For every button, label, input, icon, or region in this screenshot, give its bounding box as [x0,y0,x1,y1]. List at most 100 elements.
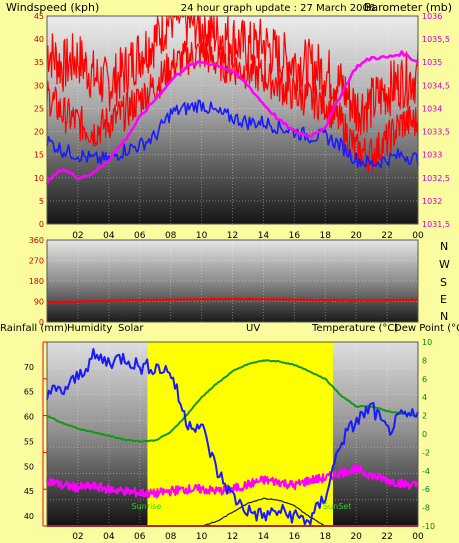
y-tick-label: 1033,5 [422,128,450,137]
x-tick-label: 16 [289,231,301,241]
y-tick-label: 50 [24,462,34,471]
y-tick-label: 1031,5 [422,220,450,229]
sunset-label: SunSet [323,502,351,511]
series-average-windspeed [46,99,419,169]
plot-frame [46,15,419,225]
y-tick-label: 6 [422,375,427,384]
y-tick-label: 45 [24,487,34,496]
y-tick-label: 60 [24,413,34,422]
y-tick-label: 0 [39,220,44,229]
y-tick-label: 90 [34,298,44,307]
compass-label-w: W [439,258,450,271]
compass-label-e: E [440,293,447,306]
series-wind-gust [46,15,419,136]
y-tick-label: 2 [422,412,427,421]
x-tick-label: 02 [72,231,83,241]
plot-frame [46,341,419,527]
sunrise-label: Sunrise [131,502,161,511]
x-tick-label: 20 [350,532,362,542]
rainfall-title: Rainfall (mm) [0,323,68,334]
x-tick-label: 04 [103,532,115,542]
y-tick-label: 1034 [422,104,442,113]
x-tick-label: 08 [165,231,177,241]
x-tick-label: 14 [258,231,270,241]
y-tick-label: 1033 [422,151,442,160]
x-tick-label: 00 [412,532,424,542]
x-tick-label: 16 [289,532,301,542]
humidity-title: Humidity [67,323,112,334]
x-tick-label: 04 [103,231,115,241]
plot-background [47,240,418,322]
x-tick-label: 06 [134,231,146,241]
y-tick-label: 15 [34,151,44,160]
y-tick-label: 360 [29,236,44,245]
y-tick-label: 0 [422,430,427,439]
x-tick-label: 18 [320,532,332,542]
y-tick-label: 45 [34,12,44,21]
y-axis-ticks-left: 40 45 50 55 60 65 70 [24,363,34,521]
uv-title: UV [246,323,260,334]
rainfall-axis-ticks [42,341,47,527]
compass-label-n: N [440,240,448,253]
y-tick-label: 35 [34,58,44,67]
y-tick-label: 1035,5 [422,35,450,44]
x-tick-label: 22 [381,532,392,542]
y-tick-label: 180 [29,277,44,286]
y-tick-label: 1036 [422,12,442,21]
y-tick-label: 8 [422,356,427,365]
x-tick-label: 10 [196,532,208,542]
y-tick-label: 1035 [422,58,442,67]
dewpoint-title: Dew Point (°C) [394,323,459,334]
plot-frame [46,239,419,323]
y-axis-ticks-right: 1031,5 1032 1032,5 1033 1033,5 1034 1034,5 1035… [422,12,450,229]
series-wind-direction [46,297,419,304]
y-tick-label: 0 [39,318,44,327]
y-tick-label: 25 [34,104,44,113]
y-tick-label: 10 [34,174,44,183]
y-tick-label: 70 [24,363,34,372]
y-tick-label: -8 [422,504,430,513]
x-tick-label: 10 [196,231,208,241]
windspeed-title: Windspeed (kph) [6,1,99,14]
y-axis-ticks-left: 0 5 10 15 20 25 30 35 40 45 [34,12,44,229]
temperature-title: Temperature (°C) [311,323,398,334]
x-tick-label: 08 [165,532,177,542]
y-tick-label: 20 [34,128,44,137]
x-tick-label: 00 [412,231,424,241]
y-tick-label: 30 [34,81,44,90]
wind-barometer-chart: 0510152025303540451031,510321032,5103310… [34,12,450,241]
wind-direction-chart: 0 90 180 270 360 [29,236,419,327]
x-tick-label: 06 [134,532,146,542]
y-tick-label: -2 [422,448,430,457]
y-tick-label: -10 [422,522,435,531]
series-temperature [46,359,419,443]
y-axis-ticks-right: -10 -8 -6 -4 -2 0 2 4 6 8 10 [422,338,435,531]
y-tick-label: 40 [34,35,44,44]
barometer-title: Barometer (mb) [364,1,452,14]
y-tick-label: 1034,5 [422,81,450,90]
y-tick-label: -4 [422,467,430,476]
y-tick-label: 10 [422,338,432,347]
y-tick-label: -6 [422,485,430,494]
y-tick-label: 270 [29,257,44,266]
compass-label-s: S [440,276,447,289]
y-axis-ticks-left: 0 90 180 270 360 [29,236,44,327]
x-axis-ticks: 02 04 06 08 10 12 14 16 18 20 22 00 [72,231,424,241]
x-tick-label: 18 [320,231,332,241]
compass-label-n2: N [440,310,448,323]
x-tick-label: 02 [72,532,83,542]
y-tick-label: 55 [24,437,34,446]
x-tick-label: 20 [350,231,362,241]
y-tick-label: 65 [24,388,34,397]
solar-title: Solar [118,323,144,334]
y-tick-label: 40 [24,512,34,521]
series-barometer [45,50,419,185]
uv-daylight-band [147,342,333,526]
x-axis-ticks: 02 04 06 08 10 12 14 16 18 20 22 00 [72,532,424,542]
x-tick-label: 12 [227,231,238,241]
compass-labels: N W S E N [439,240,450,323]
y-tick-label: 4 [422,393,427,402]
series-dew-point [46,463,419,499]
y-tick-label: 1032,5 [422,174,450,183]
